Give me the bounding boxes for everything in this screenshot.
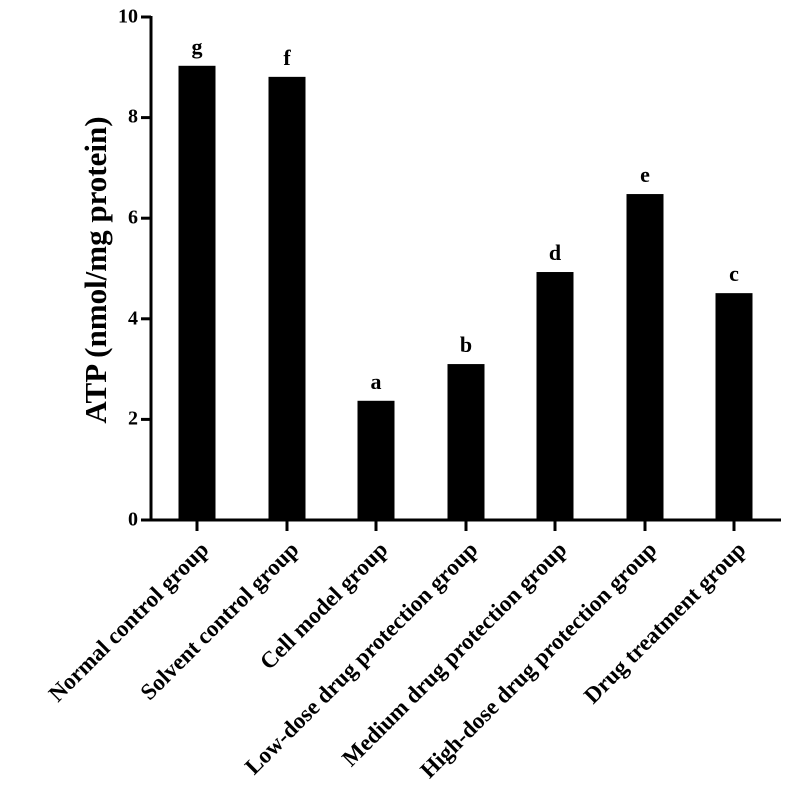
x-ticks bbox=[195, 520, 736, 531]
y-tick-label: 4 bbox=[128, 307, 138, 330]
significance-letter: d bbox=[548, 240, 562, 266]
significance-letter: c bbox=[729, 261, 739, 287]
significance-letter: b bbox=[459, 332, 473, 358]
bar bbox=[536, 272, 574, 520]
bars bbox=[178, 65, 753, 521]
significance-letter: e bbox=[640, 162, 650, 188]
bar bbox=[626, 194, 664, 520]
y-tick-label: 0 bbox=[128, 508, 138, 531]
significance-letter: a bbox=[370, 368, 382, 394]
significance-letter: f bbox=[283, 44, 291, 70]
bar bbox=[178, 65, 216, 520]
bar bbox=[715, 293, 753, 520]
bar bbox=[447, 364, 485, 520]
y-tick-label: 10 bbox=[118, 5, 138, 28]
bar bbox=[357, 400, 395, 520]
y-axis-label: ATP (nmol/mg protein) bbox=[78, 116, 113, 424]
y-tick-label: 2 bbox=[128, 407, 138, 430]
y-tick-label: 6 bbox=[128, 206, 138, 229]
bar bbox=[268, 76, 306, 521]
y-tick-label: 8 bbox=[128, 105, 138, 128]
significance-letter: g bbox=[191, 33, 203, 59]
y-ticks bbox=[141, 15, 151, 522]
